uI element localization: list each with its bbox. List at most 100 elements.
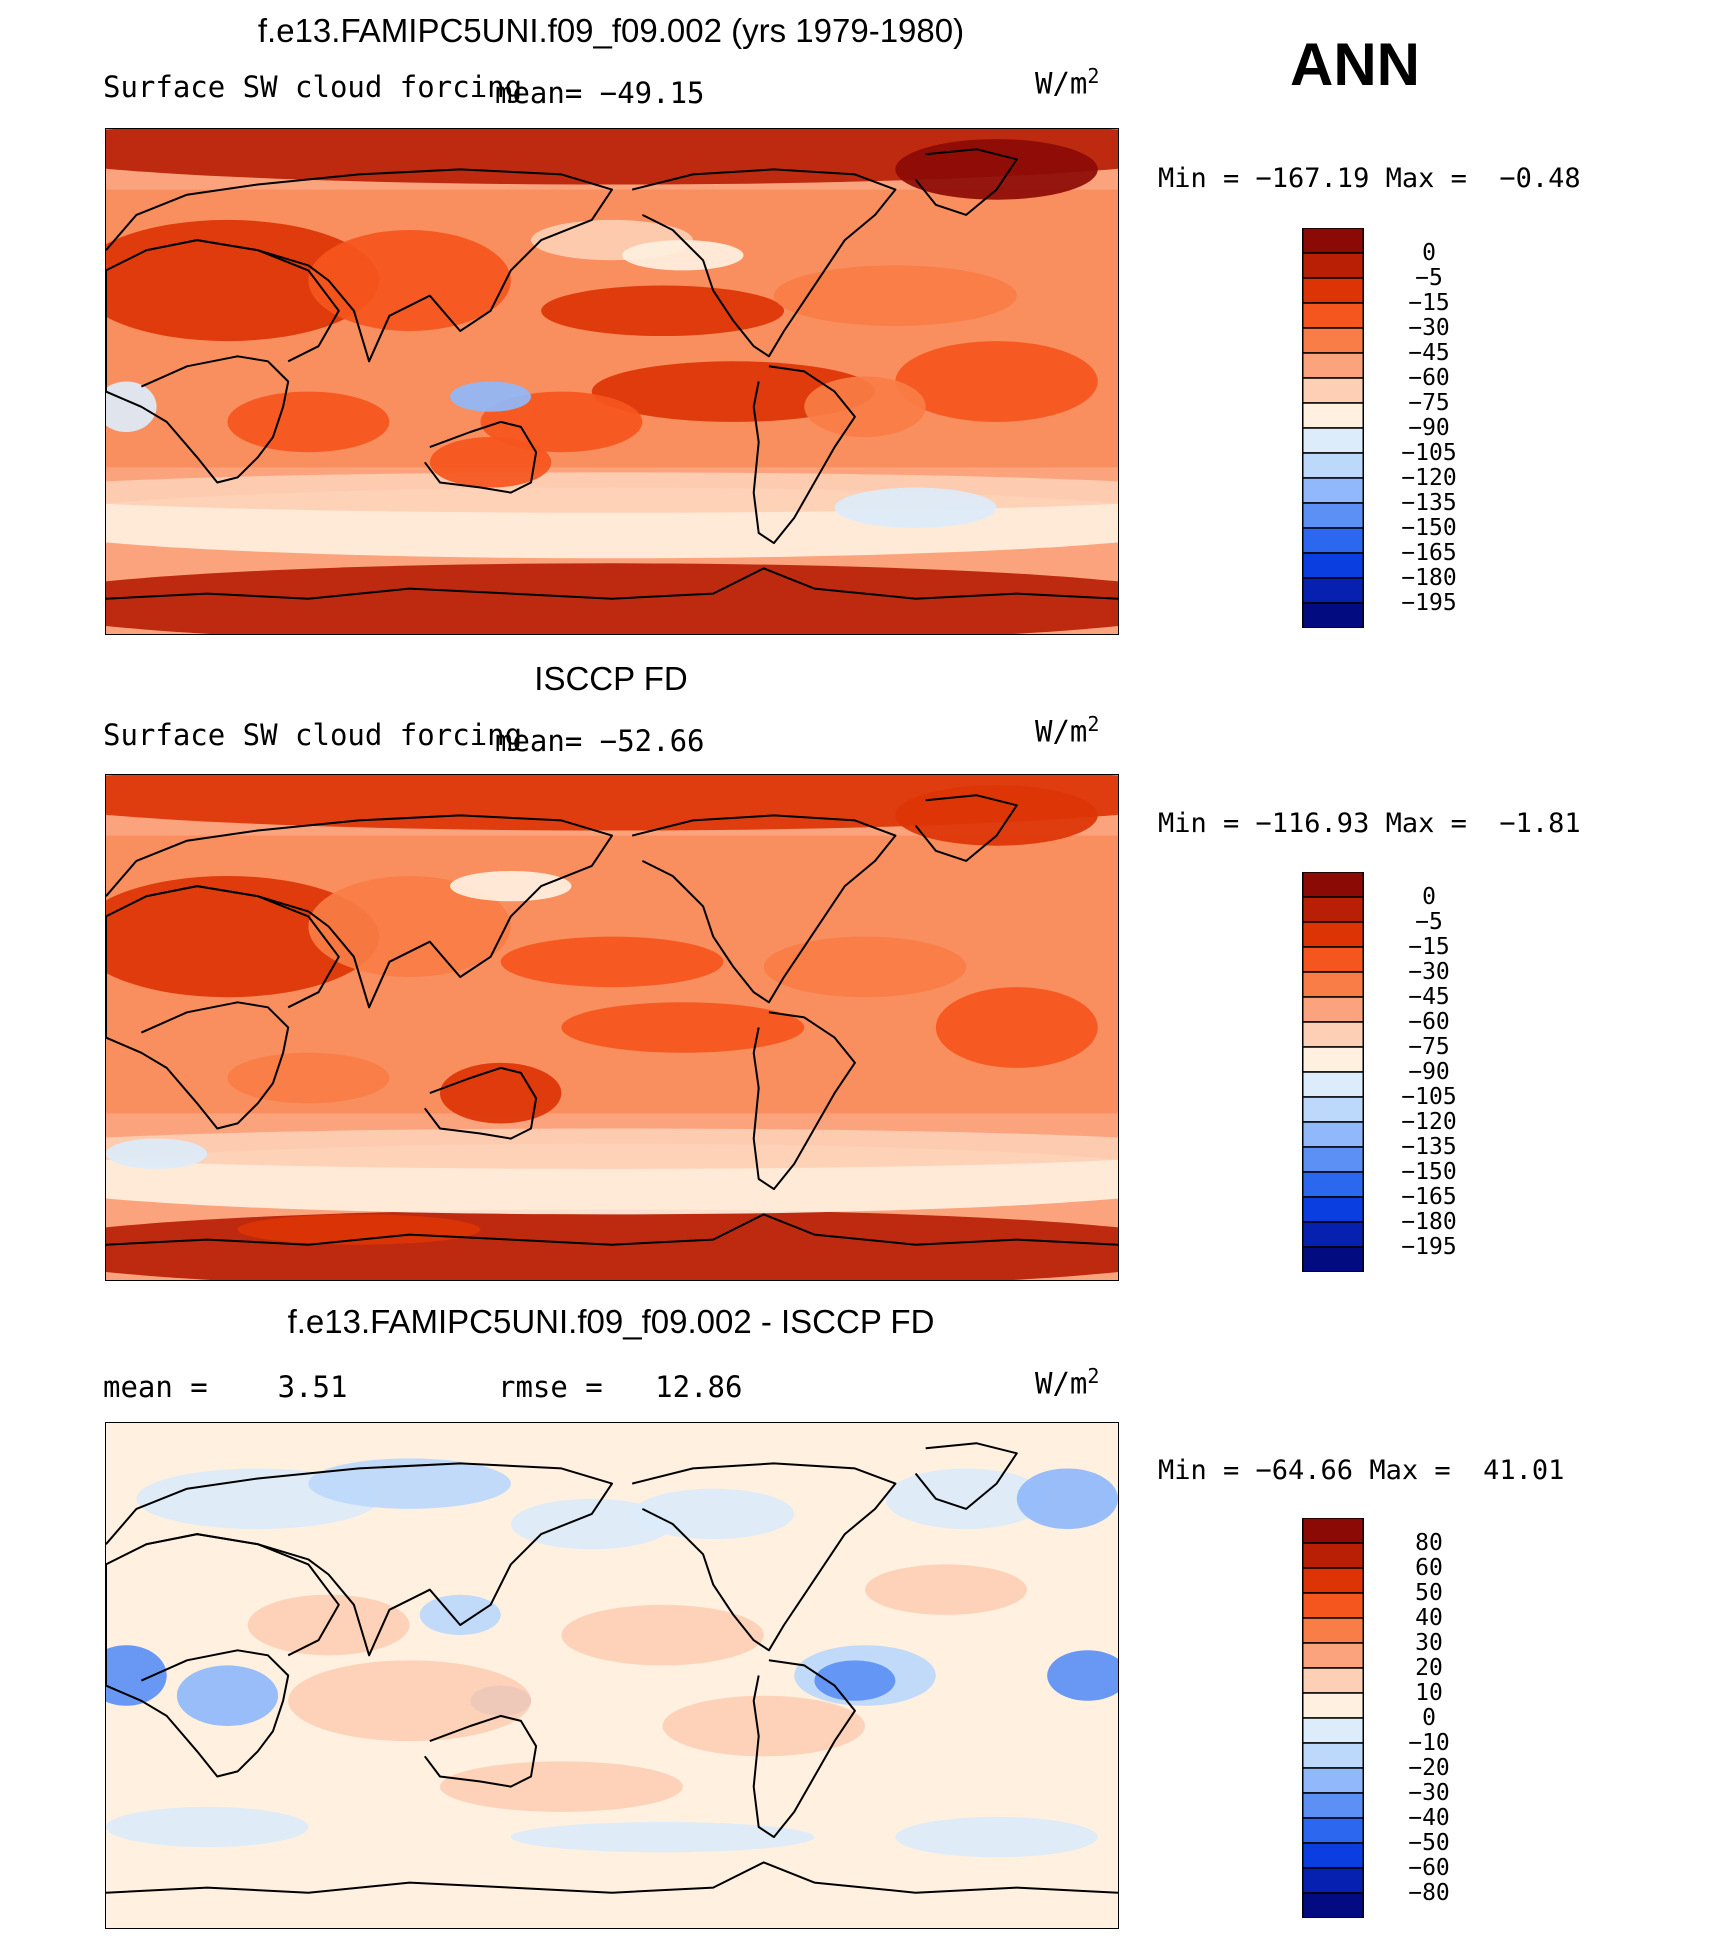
map-contour-patch [865, 1564, 1027, 1615]
map-contour-patch [429, 437, 552, 488]
colorbar-swatch [1302, 1096, 1364, 1123]
eurasia-outline [106, 814, 613, 1009]
colorbar-swatch [1302, 1892, 1364, 1919]
colorbar-tick-label: −165 [1401, 540, 1457, 566]
colorbar-tick-label: −60 [1408, 1009, 1450, 1035]
map-contour-patch [935, 987, 1098, 1068]
colorbar-tick-label: −40 [1408, 1805, 1450, 1831]
colorbar-tick-label: −120 [1401, 465, 1457, 491]
map-contour-patch [176, 1665, 279, 1726]
colorbar [1302, 227, 1364, 629]
colorbar-tick-label: −30 [1408, 1780, 1450, 1806]
map-contour-patch [895, 139, 1098, 200]
map-contour-patch [419, 1594, 501, 1636]
map-contour-patch [480, 391, 643, 453]
map-contour-patch [106, 775, 1118, 831]
eurasia-outline [106, 168, 613, 363]
colorbar-tick-label: 0 [1422, 240, 1436, 266]
colorbar-tick-label: −180 [1401, 1209, 1457, 1235]
australia-outline [424, 1066, 538, 1140]
antarctica-outline [106, 1213, 1118, 1246]
map-contour-patch [106, 1645, 167, 1706]
map-contour-patch [885, 1468, 1048, 1530]
colorbar-swatch [1302, 1046, 1364, 1073]
map-contour-patch [106, 1806, 309, 1848]
colorbar-tick-label: −120 [1401, 1109, 1457, 1135]
colorbar-tick-label: −105 [1401, 440, 1457, 466]
map-contour-patch [541, 285, 785, 337]
units-base: W/m [1035, 1366, 1088, 1401]
colorbar [1302, 871, 1364, 1273]
map-contour-patch [622, 240, 744, 271]
colorbar-tick-label: −150 [1401, 1159, 1457, 1185]
map-contour-patch [308, 1458, 511, 1509]
obs-map-svg [106, 775, 1118, 1280]
colorbar-swatch [1302, 1867, 1364, 1894]
panel-title: f.e13.FAMIPC5UNI.f09_f09.002 - ISCCP FD [287, 1303, 935, 1340]
diff-map [105, 1422, 1119, 1929]
map-contour-patch [561, 1002, 805, 1053]
colorbar-tick-label: 10 [1415, 1680, 1443, 1706]
colorbar-tick-label: −180 [1401, 565, 1457, 591]
north-america-outline [631, 1462, 897, 1652]
colorbar-swatch [1302, 896, 1364, 923]
colorbar-swatch [1302, 1792, 1364, 1819]
greenland-outline [914, 148, 1018, 216]
colorbar-swatch [1302, 277, 1364, 304]
colorbar-swatch [1302, 1817, 1364, 1844]
map-contour-patch [561, 1604, 764, 1666]
colorbar-swatch [1302, 1592, 1364, 1619]
colorbar-tick-label: 0 [1422, 1705, 1436, 1731]
south-america-outline [752, 1011, 856, 1191]
map-contour-patch [763, 936, 967, 998]
map-contour-patch [237, 1214, 481, 1245]
colorbar-swatch [1302, 1667, 1364, 1694]
units-exponent: 2 [1087, 64, 1100, 88]
colorbar-tick-label: −20 [1408, 1755, 1450, 1781]
map-contour-patch [247, 1594, 410, 1656]
colorbar-swatch [1302, 1021, 1364, 1048]
colorbar-tick-label: −45 [1408, 340, 1450, 366]
south-america-outline [752, 1659, 856, 1839]
colorbar-swatch [1302, 552, 1364, 579]
map-contour-patch [632, 1488, 795, 1540]
eurasia-outline [106, 1462, 613, 1657]
colorbar-tick-label: −45 [1408, 984, 1450, 1010]
colorbar-tick-label: −75 [1408, 390, 1450, 416]
colorbar-tick-label: −50 [1408, 1830, 1450, 1856]
colorbar-tick-label: −195 [1401, 590, 1457, 616]
panel-stat-label: mean= −49.15 [495, 76, 705, 110]
colorbar-swatch [1302, 502, 1364, 529]
map-contour-patch [227, 1052, 390, 1104]
colorbar-swatch [1302, 1146, 1364, 1173]
min-max-label: Min = −167.19 Max = −0.48 [1158, 163, 1581, 194]
obs-map [105, 774, 1119, 1281]
africa-outline [106, 1533, 340, 1778]
colorbar-swatch [1302, 971, 1364, 998]
colorbar-swatch [1302, 577, 1364, 604]
colorbar-swatch [1302, 1767, 1364, 1794]
map-contour-patch [106, 129, 1118, 185]
map-contour-patch [895, 341, 1098, 422]
colorbar-swatch [1302, 1617, 1364, 1644]
colorbar-tick-label: −150 [1401, 515, 1457, 541]
colorbar-swatch [1302, 427, 1364, 454]
panel-title: ISCCP FD [534, 660, 688, 697]
units-label: W/m2 [1035, 1364, 1099, 1401]
season-label: ANN [1290, 31, 1420, 98]
panel-left-label: Surface SW cloud forcing [103, 70, 523, 104]
min-max-label: Min = −116.93 Max = −1.81 [1158, 808, 1581, 839]
colorbar-swatch [1302, 252, 1364, 279]
map-contour-patch [439, 1062, 562, 1124]
colorbar-swatch [1302, 1717, 1364, 1744]
units-exponent: 2 [1087, 712, 1100, 736]
colorbar-svg [1302, 871, 1364, 1273]
diff-map-svg [106, 1423, 1118, 1928]
colorbar-tick-label: −90 [1408, 1059, 1450, 1085]
antarctica-outline [106, 1861, 1118, 1894]
colorbar-svg [1302, 1517, 1364, 1919]
colorbar-swatch [1302, 1221, 1364, 1248]
colorbar-swatch [1302, 602, 1364, 629]
colorbar-tick-label: 0 [1422, 884, 1436, 910]
colorbar-swatch [1302, 1642, 1364, 1669]
